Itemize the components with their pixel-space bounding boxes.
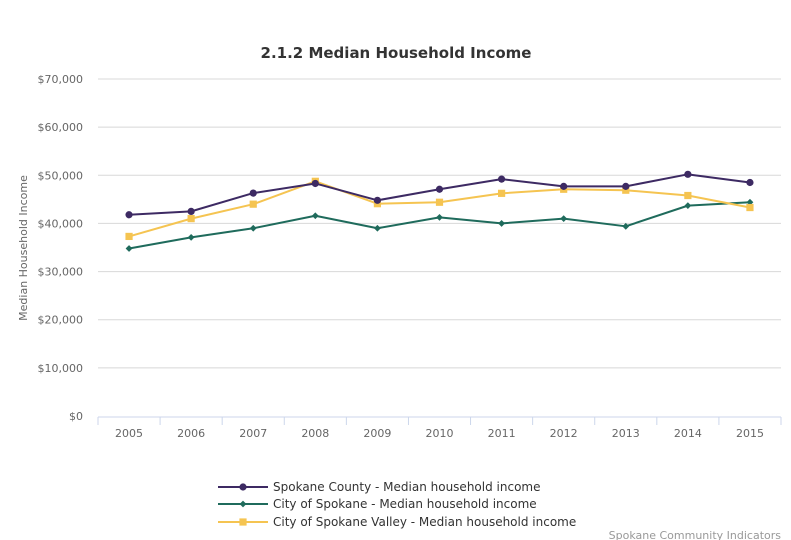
x-tick-label: 2007 [239, 427, 267, 440]
series-1 [125, 198, 754, 252]
data-point [622, 222, 630, 230]
data-point [498, 220, 505, 227]
data-point [249, 189, 257, 197]
x-tick-label: 2006 [177, 427, 205, 440]
data-point [187, 207, 195, 215]
data-point [560, 215, 568, 223]
data-point [435, 185, 444, 193]
x-axis: 2005 2006 2007 2008 2009 2010 2011 2012 2013 2014… [97, 416, 782, 440]
chart-title: 2.1.2 Median Household Income [261, 44, 532, 62]
x-tick-label: 2010 [426, 427, 454, 440]
series-line [128, 201, 751, 250]
data-point [373, 196, 382, 204]
data-point [684, 202, 692, 210]
y-tick-label: $10,000 [38, 362, 84, 375]
data-point [497, 175, 506, 183]
y-tick-label: $20,000 [38, 314, 84, 327]
data-point [249, 224, 257, 232]
data-point [187, 215, 195, 223]
gridlines [98, 78, 781, 369]
x-tick-label: 2009 [363, 427, 391, 440]
legend: Spokane County - Median household income… [218, 480, 576, 529]
data-point [560, 182, 568, 190]
legend-item[interactable]: City of Spokane - Median household incom… [218, 497, 537, 511]
series-group [125, 170, 754, 252]
y-axis-label: Median Household Income [17, 175, 30, 321]
data-point [125, 211, 133, 219]
data-point [125, 245, 133, 252]
series-0 [125, 170, 754, 219]
legend-item[interactable]: City of Spokane Valley - Median househol… [218, 515, 576, 529]
y-tick-label: $70,000 [38, 73, 84, 86]
data-point [436, 214, 443, 221]
legend-item[interactable]: Spokane County - Median household income [218, 480, 540, 494]
data-point [684, 191, 692, 200]
y-tick-label: $30,000 [38, 266, 84, 279]
data-point [497, 189, 506, 197]
y-tick-label: $50,000 [38, 169, 84, 182]
data-point [311, 212, 319, 220]
data-point [746, 178, 754, 187]
x-tick-label: 2014 [674, 427, 702, 440]
data-point [187, 233, 195, 241]
data-point [746, 203, 754, 212]
data-point [684, 170, 692, 178]
data-point [622, 182, 630, 190]
x-tick-label: 2013 [612, 427, 640, 440]
data-point [622, 186, 630, 194]
legend-label: City of Spokane Valley - Median househol… [273, 515, 576, 529]
x-tick-label: 2008 [301, 427, 329, 440]
x-tick-label: 2012 [550, 427, 578, 440]
legend-label: City of Spokane - Median household incom… [273, 497, 537, 511]
x-tick-label: 2015 [736, 427, 764, 440]
x-tick-label: 2005 [115, 427, 143, 440]
legend-symbol-marker [239, 518, 247, 526]
data-point [374, 224, 381, 232]
data-point [311, 179, 319, 188]
y-axis-ticks: $0 $10,000 $20,000 $30,000 $40,000 $50,000 $60… [38, 73, 84, 423]
series-line [128, 173, 751, 216]
data-point [249, 200, 257, 208]
data-point [435, 198, 444, 206]
x-tick-label: 2011 [488, 427, 516, 440]
chart-credit: Spokane Community Indicators [609, 529, 782, 540]
legend-label: Spokane County - Median household income [273, 480, 540, 494]
legend-symbol-marker [239, 483, 247, 491]
y-tick-label: $60,000 [38, 121, 84, 134]
legend-symbol-marker [239, 500, 247, 508]
y-tick-label: $40,000 [38, 217, 84, 230]
data-point [125, 232, 133, 241]
y-tick-label: $0 [69, 410, 83, 423]
